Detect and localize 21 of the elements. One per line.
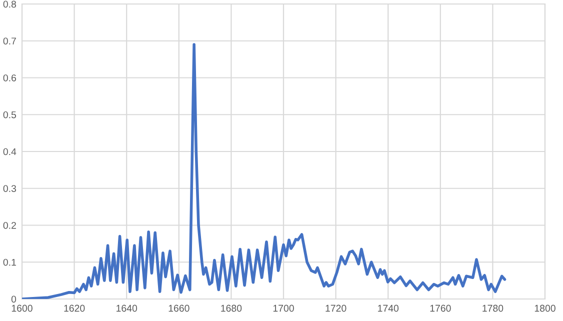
x-tick-label: 1740 (378, 304, 399, 312)
y-tick-label: 0.8 (3, 0, 16, 8)
x-tick-label: 1780 (482, 304, 504, 312)
y-tick-label: 0.3 (3, 185, 16, 192)
y-tick-label: 0.7 (3, 38, 16, 44)
line-series (22, 43, 506, 299)
x-tick-label: 1640 (116, 304, 138, 312)
x-tick-label: 1700 (273, 304, 294, 312)
x-tick-label: 1620 (64, 304, 85, 312)
y-tick-label: 0.5 (3, 111, 16, 118)
x-tick-label: 1680 (221, 304, 242, 312)
y-tick-label: 0.2 (3, 222, 16, 229)
x-tick-label: 1760 (430, 304, 451, 312)
x-tick-label: 1720 (326, 304, 346, 312)
x-tick-label: 1600 (12, 304, 32, 312)
x-tick-label: 1800 (534, 304, 556, 312)
y-tick-label: 0.1 (3, 258, 16, 266)
y-tick-label: 0.6 (3, 74, 16, 82)
x-tick-label: 1660 (168, 304, 190, 312)
y-tick-label: 0.4 (3, 148, 16, 156)
y-tick-label: 0 (11, 296, 16, 303)
